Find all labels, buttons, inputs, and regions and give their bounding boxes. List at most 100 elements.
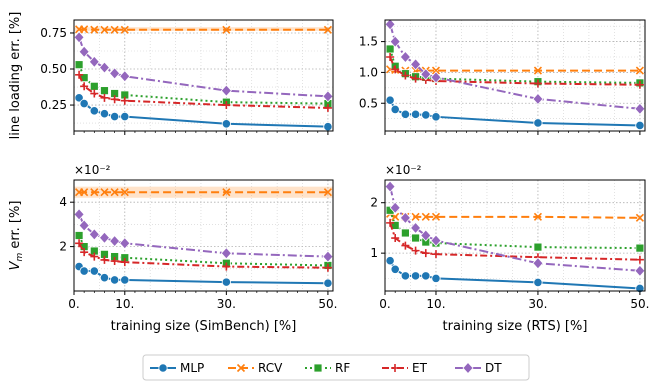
data-point-et — [421, 249, 430, 258]
data-point-rcv — [80, 25, 89, 34]
y-axis-label: Vm err. [%] — [8, 201, 25, 271]
data-point-et — [411, 246, 420, 255]
data-point-mlp — [120, 111, 130, 122]
series-mlp — [385, 95, 645, 131]
gridlines — [385, 20, 645, 131]
y-tick-label: 0.25 — [40, 98, 67, 112]
data-point-rcv — [421, 212, 430, 221]
series-line-et — [78, 242, 328, 269]
data-point-et — [90, 252, 99, 261]
data-point-rcv — [635, 66, 644, 75]
series-et — [386, 218, 644, 264]
data-point-dt — [532, 257, 544, 270]
data-point-mlp — [110, 111, 120, 122]
series-mlp — [74, 261, 333, 288]
x-tick-label: 10. — [115, 297, 134, 311]
data-point-dt — [78, 219, 90, 232]
data-point-dt — [634, 102, 646, 115]
data-point-mlp — [110, 275, 120, 285]
data-point-et — [120, 96, 129, 105]
data-point-dt — [88, 228, 100, 241]
legend-marker — [391, 364, 399, 372]
data-point-rcv — [533, 66, 543, 75]
legend-item-mlp: MLP — [150, 361, 204, 375]
data-point-mlp — [99, 109, 110, 119]
data-point-mlp — [323, 122, 333, 132]
data-point-rcv — [120, 25, 129, 34]
data-point-mlp — [385, 95, 395, 105]
data-point-mlp — [400, 271, 410, 281]
x-axis-label: training size (RTS) [%] — [443, 319, 588, 334]
y-tick-label: 0.50 — [40, 62, 67, 76]
series-line-et — [389, 56, 640, 86]
y-axis-exponent: ×10⁻² — [74, 163, 111, 177]
y-tick-label: 2 — [59, 240, 67, 254]
data-point-rcv — [323, 188, 332, 197]
x-tick-label: 10. — [426, 297, 445, 311]
data-point-mlp — [533, 277, 543, 288]
data-point-et — [323, 103, 332, 112]
axes-frame — [73, 19, 334, 132]
data-point-et — [100, 93, 109, 102]
panel-bottom-left: 0. 10. 30. 50. 2 4 ×10⁻² Vm err. [%] training si… — [8, 163, 337, 334]
legend-marker — [313, 363, 323, 373]
data-point-dt — [322, 250, 334, 263]
legend: MLP RCV RF ET DT — [142, 354, 530, 381]
data-point-mlp — [79, 266, 89, 276]
legend-label: MLP — [180, 361, 204, 375]
data-point-et — [90, 89, 99, 98]
data-point-dt — [634, 264, 646, 277]
data-point-rcv — [80, 188, 89, 197]
data-point-et — [533, 79, 542, 88]
legend-item-et: ET — [382, 361, 428, 375]
legend-marker — [462, 361, 474, 375]
data-point-rf — [635, 243, 645, 253]
data-point-et — [110, 95, 119, 104]
data-point-rcv — [533, 212, 543, 221]
series-line-dt — [389, 24, 640, 110]
data-point-mlp — [221, 119, 231, 129]
legend-item-dt: DT — [455, 361, 502, 375]
data-point-et — [386, 218, 395, 227]
data-point-mlp — [410, 109, 421, 119]
data-point-mlp — [120, 275, 130, 285]
data-point-et — [222, 101, 231, 110]
series-line-rf — [389, 209, 640, 250]
data-point-rcv — [100, 25, 109, 34]
series-rcv — [75, 188, 332, 197]
series-line-et — [78, 74, 328, 109]
data-point-mlp — [221, 277, 231, 287]
data-point-et — [80, 248, 89, 257]
data-point-et — [391, 234, 400, 243]
data-point-dt — [532, 92, 544, 106]
series-line-rcv — [389, 212, 640, 219]
data-point-rcv — [323, 25, 332, 34]
data-point-dt — [420, 229, 432, 242]
data-point-dt — [384, 18, 396, 31]
data-point-dt — [78, 45, 90, 58]
series-et — [75, 70, 332, 112]
data-point-et — [401, 241, 410, 250]
data-point-rf — [74, 231, 84, 240]
series-et — [75, 239, 332, 272]
data-point-et — [110, 257, 119, 266]
legend-label: DT — [485, 361, 502, 375]
data-point-dt — [220, 247, 232, 260]
data-point-rf — [385, 44, 395, 54]
data-point-rcv — [100, 188, 109, 197]
series-dt — [73, 31, 334, 103]
y-axis-exponent: ×10⁻² — [385, 163, 422, 177]
data-point-rcv — [431, 66, 441, 75]
series-dt — [384, 180, 646, 277]
y-tick-label: 2 — [370, 196, 378, 210]
data-point-rcv — [90, 188, 99, 197]
data-point-et — [635, 80, 644, 89]
data-point-mlp — [410, 271, 421, 281]
data-point-dt — [98, 61, 111, 74]
data-point-dt — [109, 67, 121, 80]
data-point-et — [386, 53, 395, 61]
x-tick-label: 0. — [68, 297, 79, 311]
data-point-dt — [119, 70, 131, 83]
data-point-rf — [400, 228, 410, 238]
